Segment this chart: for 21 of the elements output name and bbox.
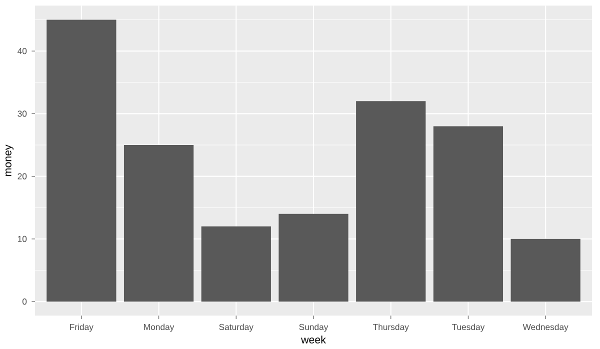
bar — [201, 226, 271, 302]
bar — [510, 238, 580, 302]
bar — [433, 126, 504, 302]
y-tick-label: 10 — [18, 236, 27, 242]
x-tick-label: Thursday — [372, 324, 409, 332]
bar — [356, 101, 426, 302]
y-tick-label: 0 — [22, 298, 27, 305]
x-tick-label: Saturday — [219, 324, 254, 332]
x-axis-title: week — [301, 336, 326, 344]
y-tick-label: 40 — [18, 48, 27, 54]
y-tick-label: 20 — [18, 173, 27, 180]
x-tick-label: Wednesday — [522, 324, 568, 332]
y-tick-label: 30 — [18, 110, 27, 117]
x-tick-label: Friday — [70, 324, 94, 332]
bar — [46, 20, 116, 302]
x-tick-label: Sunday — [299, 324, 328, 332]
bar — [124, 144, 194, 302]
x-tick-label: Tuesday — [452, 324, 485, 332]
y-axis-title: money — [6, 144, 14, 176]
bar — [278, 214, 348, 302]
x-tick-label: Monday — [144, 324, 174, 332]
